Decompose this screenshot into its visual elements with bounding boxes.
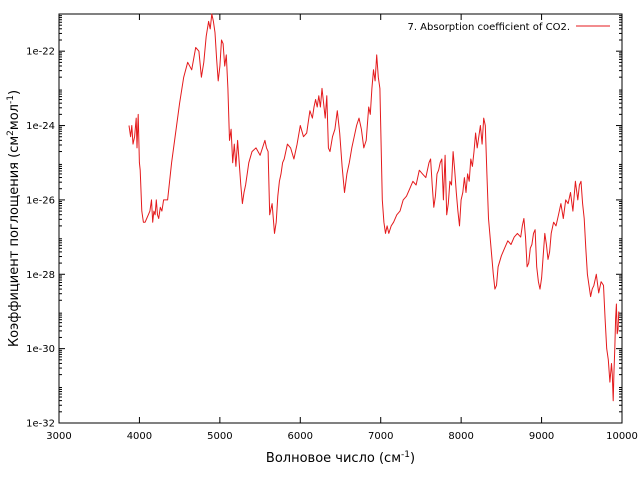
- x-axis-title-sup: -1: [401, 450, 410, 460]
- legend: 7. Absorption coefficient of CO2.: [407, 22, 610, 33]
- x-axis-title: Волновое число (см-1): [266, 450, 415, 466]
- y-axis-title: Коэффициент поглощения (см2мол-1): [6, 90, 22, 347]
- y-axis-title-mid: мол: [7, 104, 22, 130]
- y-axis-title-sup1: 2: [6, 130, 16, 136]
- axes: [58, 13, 623, 424]
- y-tick-label: 1e-32: [26, 419, 55, 430]
- x-tick-label: 6000: [288, 431, 313, 442]
- x-tick-label: 3000: [46, 431, 71, 442]
- y-axis-title-text: Коэффициент поглощения (см: [7, 136, 22, 347]
- y-tick-label: 1e-30: [26, 344, 55, 355]
- y-tick-label: 1e-28: [26, 270, 55, 281]
- x-tick-label: 4000: [127, 431, 152, 442]
- x-tick-label: 9000: [529, 431, 554, 442]
- y-axis-title-sup2: -1: [6, 95, 16, 104]
- plot-frame: [58, 13, 623, 424]
- x-tick-label: 10000: [606, 431, 638, 442]
- x-tick-label: 7000: [368, 431, 393, 442]
- y-tick-label: 1e-24: [26, 121, 55, 132]
- series-layer: [128, 13, 620, 402]
- y-axis-title-end: ): [7, 90, 22, 95]
- ticks: 3000 4000 5000 6000 7000 8000 9000 10000 1e-22 1e…: [26, 14, 638, 442]
- x-tick-label: 8000: [448, 431, 473, 442]
- y-tick-label: 1e-22: [26, 47, 55, 58]
- x-tick-label: 5000: [207, 431, 232, 442]
- x-axis-title-text: Волновое число (см: [266, 451, 401, 466]
- series-line-0: [128, 13, 620, 402]
- x-axis-title-end: ): [410, 451, 415, 466]
- legend-label: 7. Absorption coefficient of CO2.: [407, 22, 570, 33]
- y-tick-label: 1e-26: [26, 195, 55, 206]
